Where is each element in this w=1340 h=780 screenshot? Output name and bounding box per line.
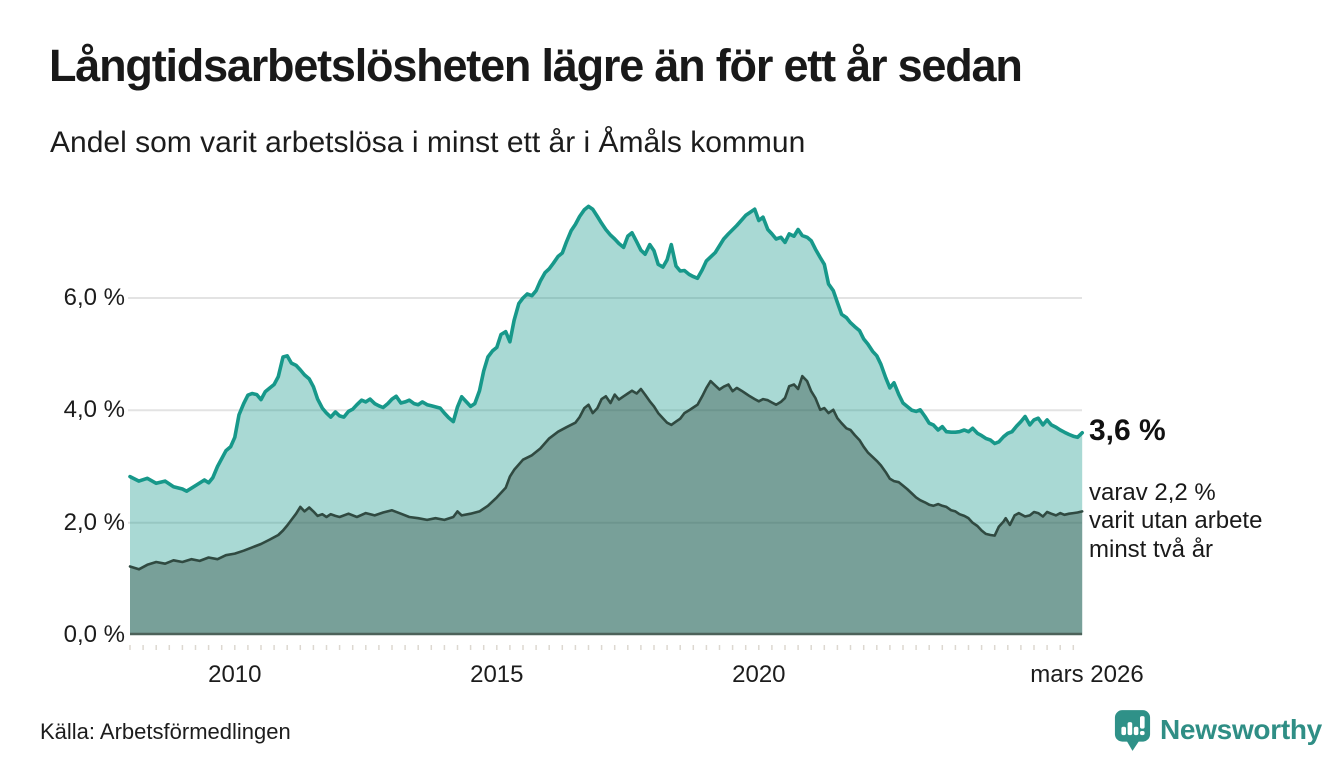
y-tick-label-2: 2,0 % (63, 508, 125, 536)
page-subtitle: Andel som varit arbetslösa i minst ett å… (50, 126, 806, 159)
series-two-year-line (128, 374, 1084, 571)
series-two-year-area (130, 376, 1083, 635)
y-tick-label-0: 0,0 % (63, 621, 125, 648)
newsworthy-bar-chart-icon (1114, 710, 1151, 751)
secondary-annotation-line-3: minst två år (1089, 535, 1214, 563)
x-tick-label-2015: 2015 (470, 661, 524, 688)
secondary-annotation-line-2: varit utan arbete (1089, 507, 1263, 535)
y-tick-label-4: 4,0 % (63, 396, 125, 424)
x-tick-label-mars-2026: mars 2026 (1030, 661, 1144, 688)
series-total-line (128, 204, 1084, 493)
grid-lines (128, 297, 1082, 524)
x-tick-label-2020: 2020 (732, 661, 786, 688)
page-title: Långtidsarbetslösheten lägre än för ett … (49, 40, 1023, 91)
secondary-annotation: varav 2,2 % varit utan arbete minst två … (1089, 479, 1262, 564)
latest-value-annotation: 3,6 % (1089, 413, 1166, 447)
source-note: Källa: Arbetsförmedlingen (40, 719, 291, 744)
newsworthy-logo-text: Newsworthy (1160, 714, 1322, 745)
newsworthy-logo: Newsworthy (1114, 709, 1322, 752)
y-tick-label-6: 6,0 % (63, 283, 125, 311)
x-tick-label-2010: 2010 (208, 661, 262, 688)
secondary-annotation-line-1: varav 2,2 % (1089, 479, 1216, 506)
x-quarter-ticks (129, 645, 1075, 650)
series-total-area (130, 206, 1083, 635)
